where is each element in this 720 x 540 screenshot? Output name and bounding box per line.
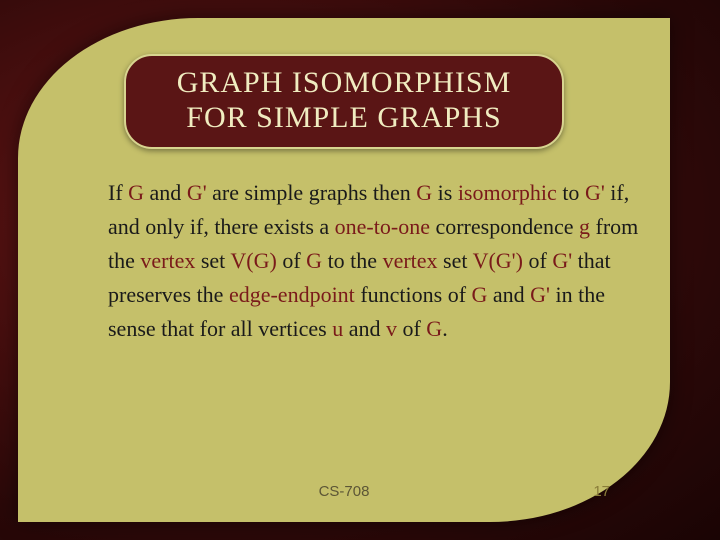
sym-VGprime: V(G') (473, 248, 523, 273)
leaf-shape: GRAPH ISOMORPHISM FOR SIMPLE GRAPHS If G… (18, 18, 670, 522)
sym-G: G (472, 282, 488, 307)
title-line-1: GRAPH ISOMORPHISM (177, 66, 512, 99)
txt: to the (322, 248, 383, 273)
title-pill: GRAPH ISOMORPHISM FOR SIMPLE GRAPHS (124, 54, 564, 149)
term-vertex: vertex (383, 248, 438, 273)
txt: of (277, 248, 306, 273)
txt: and (144, 180, 187, 205)
footer-course-code: CS-708 (319, 483, 370, 500)
txt: set (195, 248, 230, 273)
txt: of (523, 248, 552, 273)
sym-Gprime: G' (187, 180, 207, 205)
sym-g: g (579, 214, 590, 239)
slide-container: GRAPH ISOMORPHISM FOR SIMPLE GRAPHS If G… (0, 0, 720, 540)
term-one-to-one: one-to-one (335, 214, 430, 239)
txt: functions of (355, 282, 472, 307)
sym-VG: V(G) (230, 248, 276, 273)
txt: . (442, 316, 448, 341)
txt: If (108, 180, 128, 205)
slide-title: GRAPH ISOMORPHISM FOR SIMPLE GRAPHS (156, 66, 532, 135)
sym-v: v (386, 316, 397, 341)
txt: is (432, 180, 458, 205)
txt: of (397, 316, 426, 341)
sym-u: u (332, 316, 343, 341)
title-line-2: FOR SIMPLE GRAPHS (186, 101, 501, 134)
txt: and (343, 316, 386, 341)
sym-G: G (306, 248, 322, 273)
sym-Gprime: G' (585, 180, 605, 205)
term-edge-endpoint: edge-endpoint (229, 282, 355, 307)
txt: to (557, 180, 585, 205)
sym-G: G (128, 180, 144, 205)
sym-G: G (416, 180, 432, 205)
sym-Gprime: G' (552, 248, 572, 273)
txt: and (487, 282, 530, 307)
sym-Gprime: G' (530, 282, 550, 307)
sym-G: G (426, 316, 442, 341)
txt: set (438, 248, 473, 273)
txt: correspondence (430, 214, 579, 239)
term-isomorphic: isomorphic (458, 180, 557, 205)
term-vertex: vertex (140, 248, 195, 273)
footer-page-number: 17 (593, 483, 610, 500)
body-paragraph: If G and G' are simple graphs then G is … (108, 176, 658, 346)
txt: are simple graphs then (207, 180, 417, 205)
